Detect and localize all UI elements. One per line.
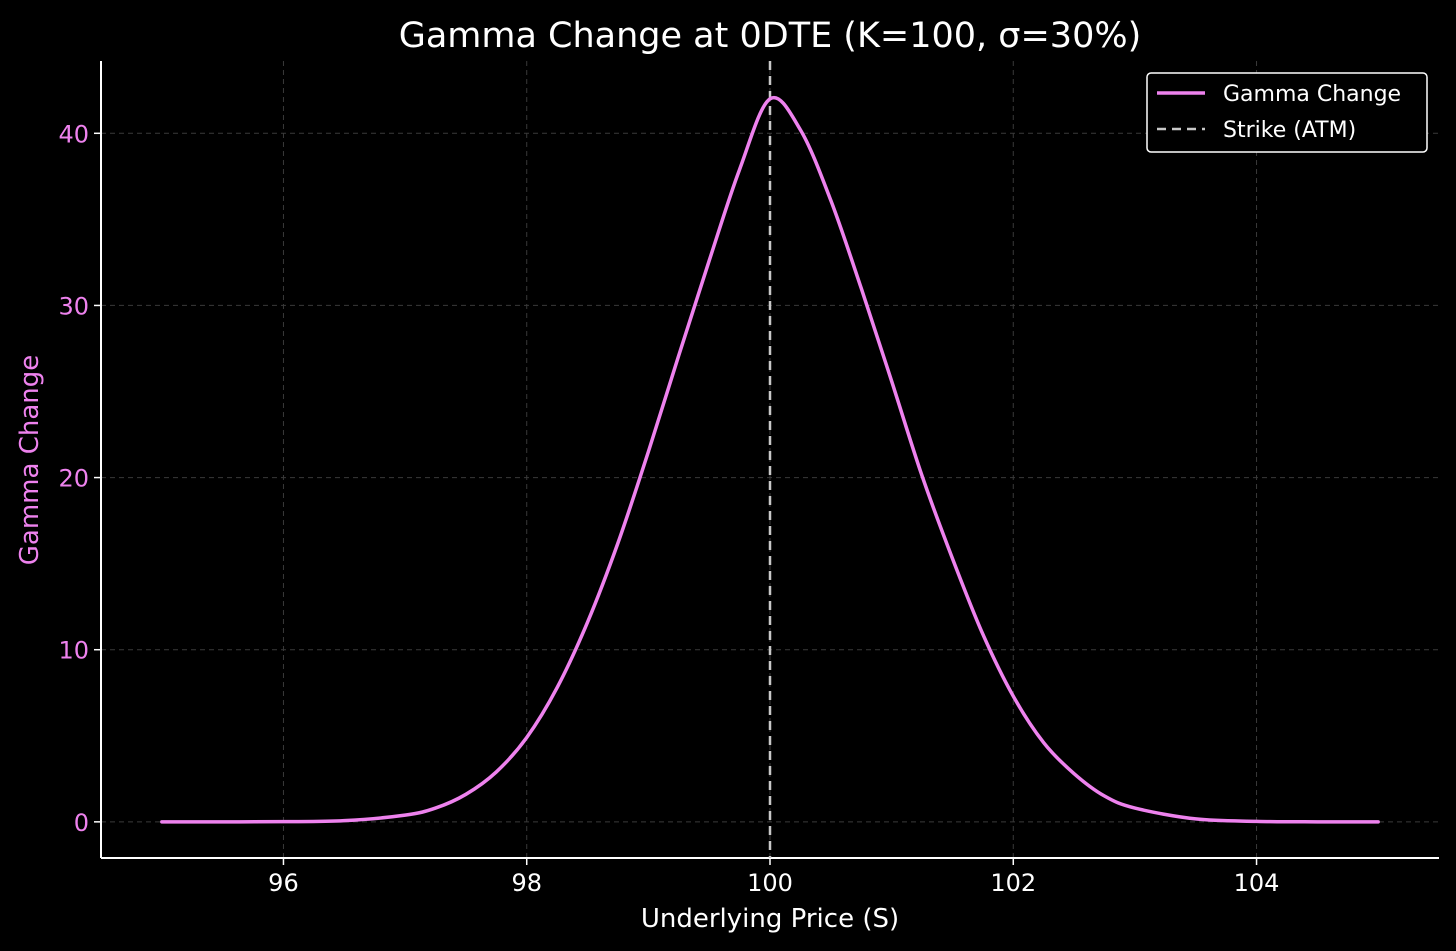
- y-tick-label: 0: [74, 809, 89, 837]
- x-tick-label: 98: [511, 869, 542, 897]
- x-tick-label: 102: [990, 869, 1036, 897]
- y-tick-label: 10: [58, 637, 89, 665]
- series-layer: [160, 61, 1380, 858]
- x-tick-label: 100: [747, 869, 793, 897]
- legend-label-strike: Strike (ATM): [1223, 118, 1356, 143]
- x-axis-label: Underlying Price (S): [641, 904, 899, 934]
- legend-box: [1146, 72, 1428, 153]
- x-tick-label: 104: [1234, 869, 1280, 897]
- y-tick-label: 30: [58, 292, 89, 320]
- x-tick-label: 96: [268, 869, 299, 897]
- chart-title: Gamma Change at 0DTE (K=100, σ=30%): [399, 16, 1142, 56]
- y-tick-label: 40: [58, 120, 89, 148]
- legend-label-gamma-change: Gamma Change: [1223, 82, 1401, 107]
- tick-labels: 96 98 100 102 104 0 10 20 30 40: [58, 120, 1279, 897]
- gamma-change-line: [160, 95, 1380, 824]
- y-axis-label: Gamma Change: [15, 355, 45, 565]
- y-tick-label: 20: [58, 465, 89, 493]
- legend: Gamma Change Strike (ATM): [1146, 72, 1428, 153]
